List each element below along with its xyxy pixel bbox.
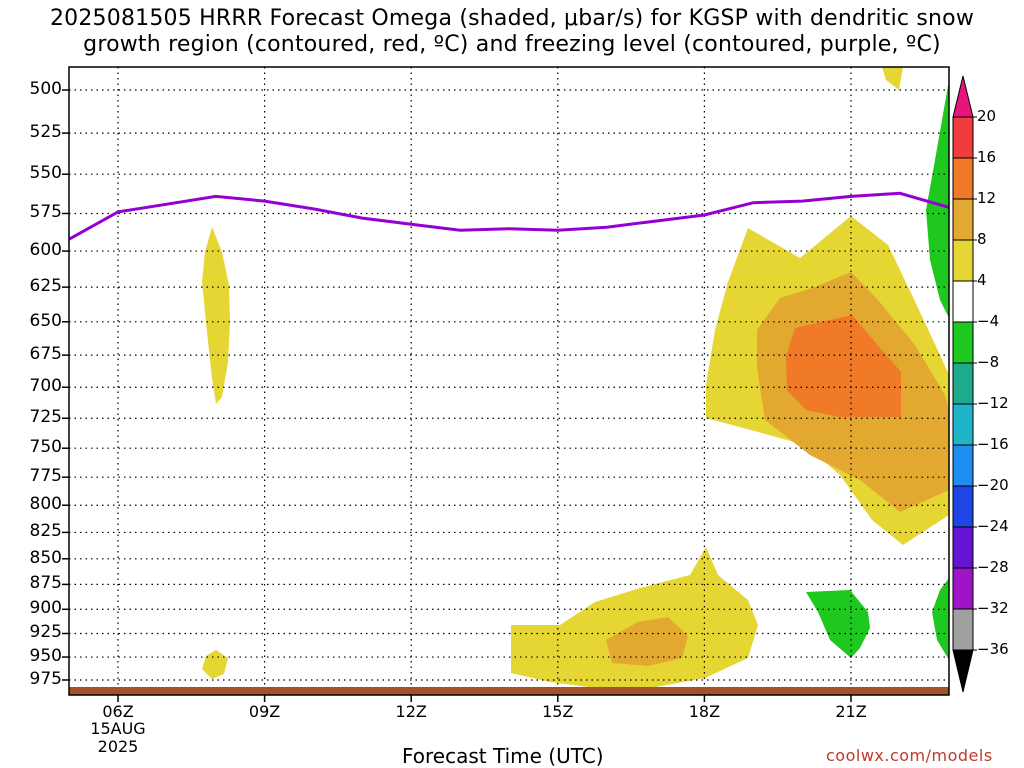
chart-title-line-2: growth region (contoured, red, ºC) and f… <box>83 32 941 57</box>
omega-region-right-core <box>786 315 901 417</box>
grid-lines <box>69 67 949 687</box>
y-tick-label: 700 <box>29 376 62 397</box>
x-tick-label: 06Z <box>102 702 134 721</box>
y-tick-label: 625 <box>29 276 62 297</box>
plot-frame <box>68 66 950 696</box>
colorbar-label: −36 <box>977 640 1009 658</box>
colorbar-segment <box>952 198 974 241</box>
colorbar-segment <box>952 116 974 159</box>
y-tick-label: 800 <box>29 494 62 515</box>
x-date-label-year: 2025 <box>97 737 139 756</box>
omega-region-top-right <box>882 67 903 90</box>
surface-terrain-band <box>69 687 949 695</box>
colorbar-segment <box>952 362 974 405</box>
y-tick-label: 725 <box>29 407 62 428</box>
colorbar-segment <box>952 280 974 323</box>
y-tick-label: 550 <box>29 163 62 184</box>
colorbar-label: −4 <box>977 312 1000 330</box>
y-tick-label: 675 <box>29 344 62 365</box>
omega-region-green-right-upper <box>926 80 949 318</box>
omega-region-green-bottom-mid <box>806 590 870 658</box>
colorbar-segment <box>952 321 974 364</box>
y-tick-label: 575 <box>29 202 62 223</box>
y-tick-label: 825 <box>29 521 62 542</box>
colorbar-bottom-triangle <box>952 649 974 693</box>
colorbar-label: −24 <box>977 517 1009 535</box>
colorbar-label: −20 <box>977 476 1009 494</box>
colorbar-label: −8 <box>977 353 1000 371</box>
omega-region-green-bottom-right <box>932 578 949 660</box>
colorbar-segment <box>952 157 974 200</box>
y-tick-label: 950 <box>29 646 62 667</box>
omega-shading <box>202 67 949 688</box>
y-tick-label: 650 <box>29 310 62 331</box>
credit-text: coolwx.com/models <box>826 746 993 765</box>
omega-region-left-column <box>202 227 230 404</box>
x-tick-label: 12Z <box>395 702 427 721</box>
colorbar-top-triangle <box>952 75 974 118</box>
colorbar-segment <box>952 567 974 610</box>
x-tick-label: 21Z <box>835 702 867 721</box>
y-tick-label: 500 <box>29 79 62 99</box>
colorbar-label: −12 <box>977 394 1009 412</box>
colorbar-segment <box>952 485 974 528</box>
axis-ticks <box>62 89 852 702</box>
colorbar-segment <box>952 239 974 282</box>
chart-title-line-1: 2025081505 HRRR Forecast Omega (shaded, … <box>49 6 975 31</box>
y-tick-label: 525 <box>29 122 62 143</box>
omega-region-left-low <box>202 650 228 679</box>
colorbar <box>952 75 977 693</box>
x-tick-label: 15Z <box>542 702 574 721</box>
y-tick-label: 925 <box>29 622 62 643</box>
x-tick-label: 18Z <box>688 702 721 721</box>
colorbar-label: 8 <box>977 230 987 248</box>
colorbar-label: 20 <box>977 107 997 125</box>
colorbar-label: −28 <box>977 558 1009 576</box>
y-tick-label: 775 <box>29 466 62 487</box>
y-tick-label: 850 <box>29 547 62 568</box>
colorbar-label: 12 <box>977 189 997 207</box>
colorbar-label: −16 <box>977 435 1009 453</box>
x-tick-label: 09Z <box>248 702 281 721</box>
y-tick-label: 600 <box>29 240 62 261</box>
x-date-label-day: 15AUG <box>90 719 146 738</box>
y-tick-label: 975 <box>29 669 62 689</box>
colorbar-label: 16 <box>977 148 997 166</box>
y-tick-label: 900 <box>29 598 62 619</box>
y-tick-label: 750 <box>29 437 62 458</box>
colorbar-segment <box>952 526 974 569</box>
omega-region-bottom <box>511 547 758 688</box>
colorbar-segment <box>952 444 974 487</box>
colorbar-label: −32 <box>977 599 1009 617</box>
colorbar-segment <box>952 403 974 446</box>
colorbar-label: 4 <box>977 271 987 289</box>
omega-region-bottom-mid <box>606 617 688 666</box>
colorbar-segment <box>952 608 974 651</box>
x-axis-title: Forecast Time (UTC) <box>402 744 604 768</box>
y-tick-label: 875 <box>29 573 62 594</box>
freezing-level-line <box>68 191 950 241</box>
